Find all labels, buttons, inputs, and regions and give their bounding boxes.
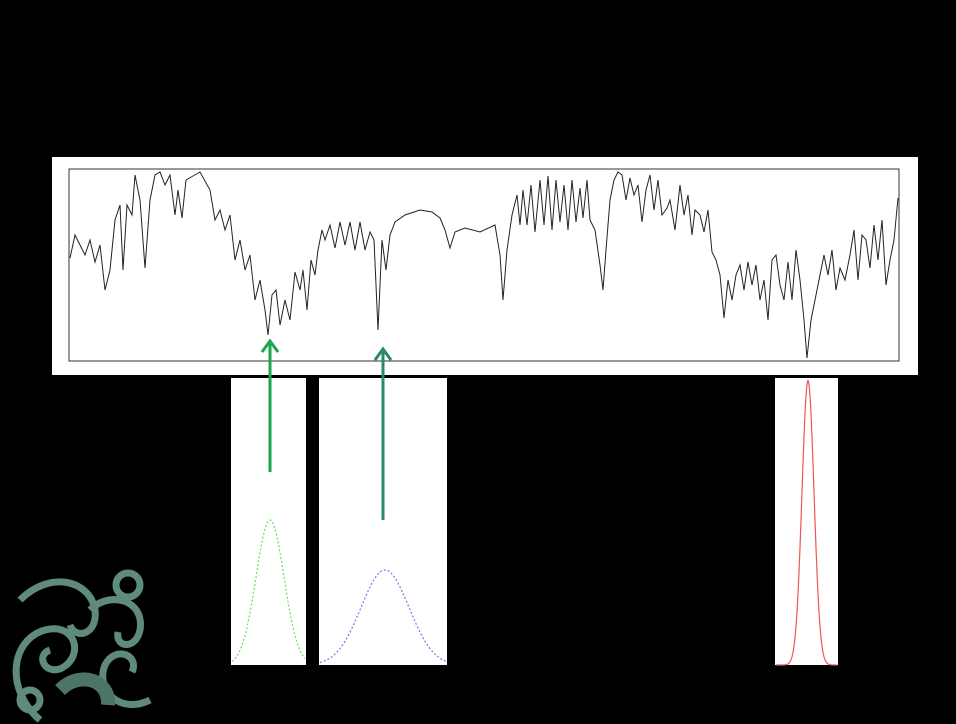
- slide: [0, 0, 956, 724]
- red-gaussian-panel: [775, 378, 838, 665]
- page: (() => { const data = JSON.parse(documen…: [0, 0, 956, 724]
